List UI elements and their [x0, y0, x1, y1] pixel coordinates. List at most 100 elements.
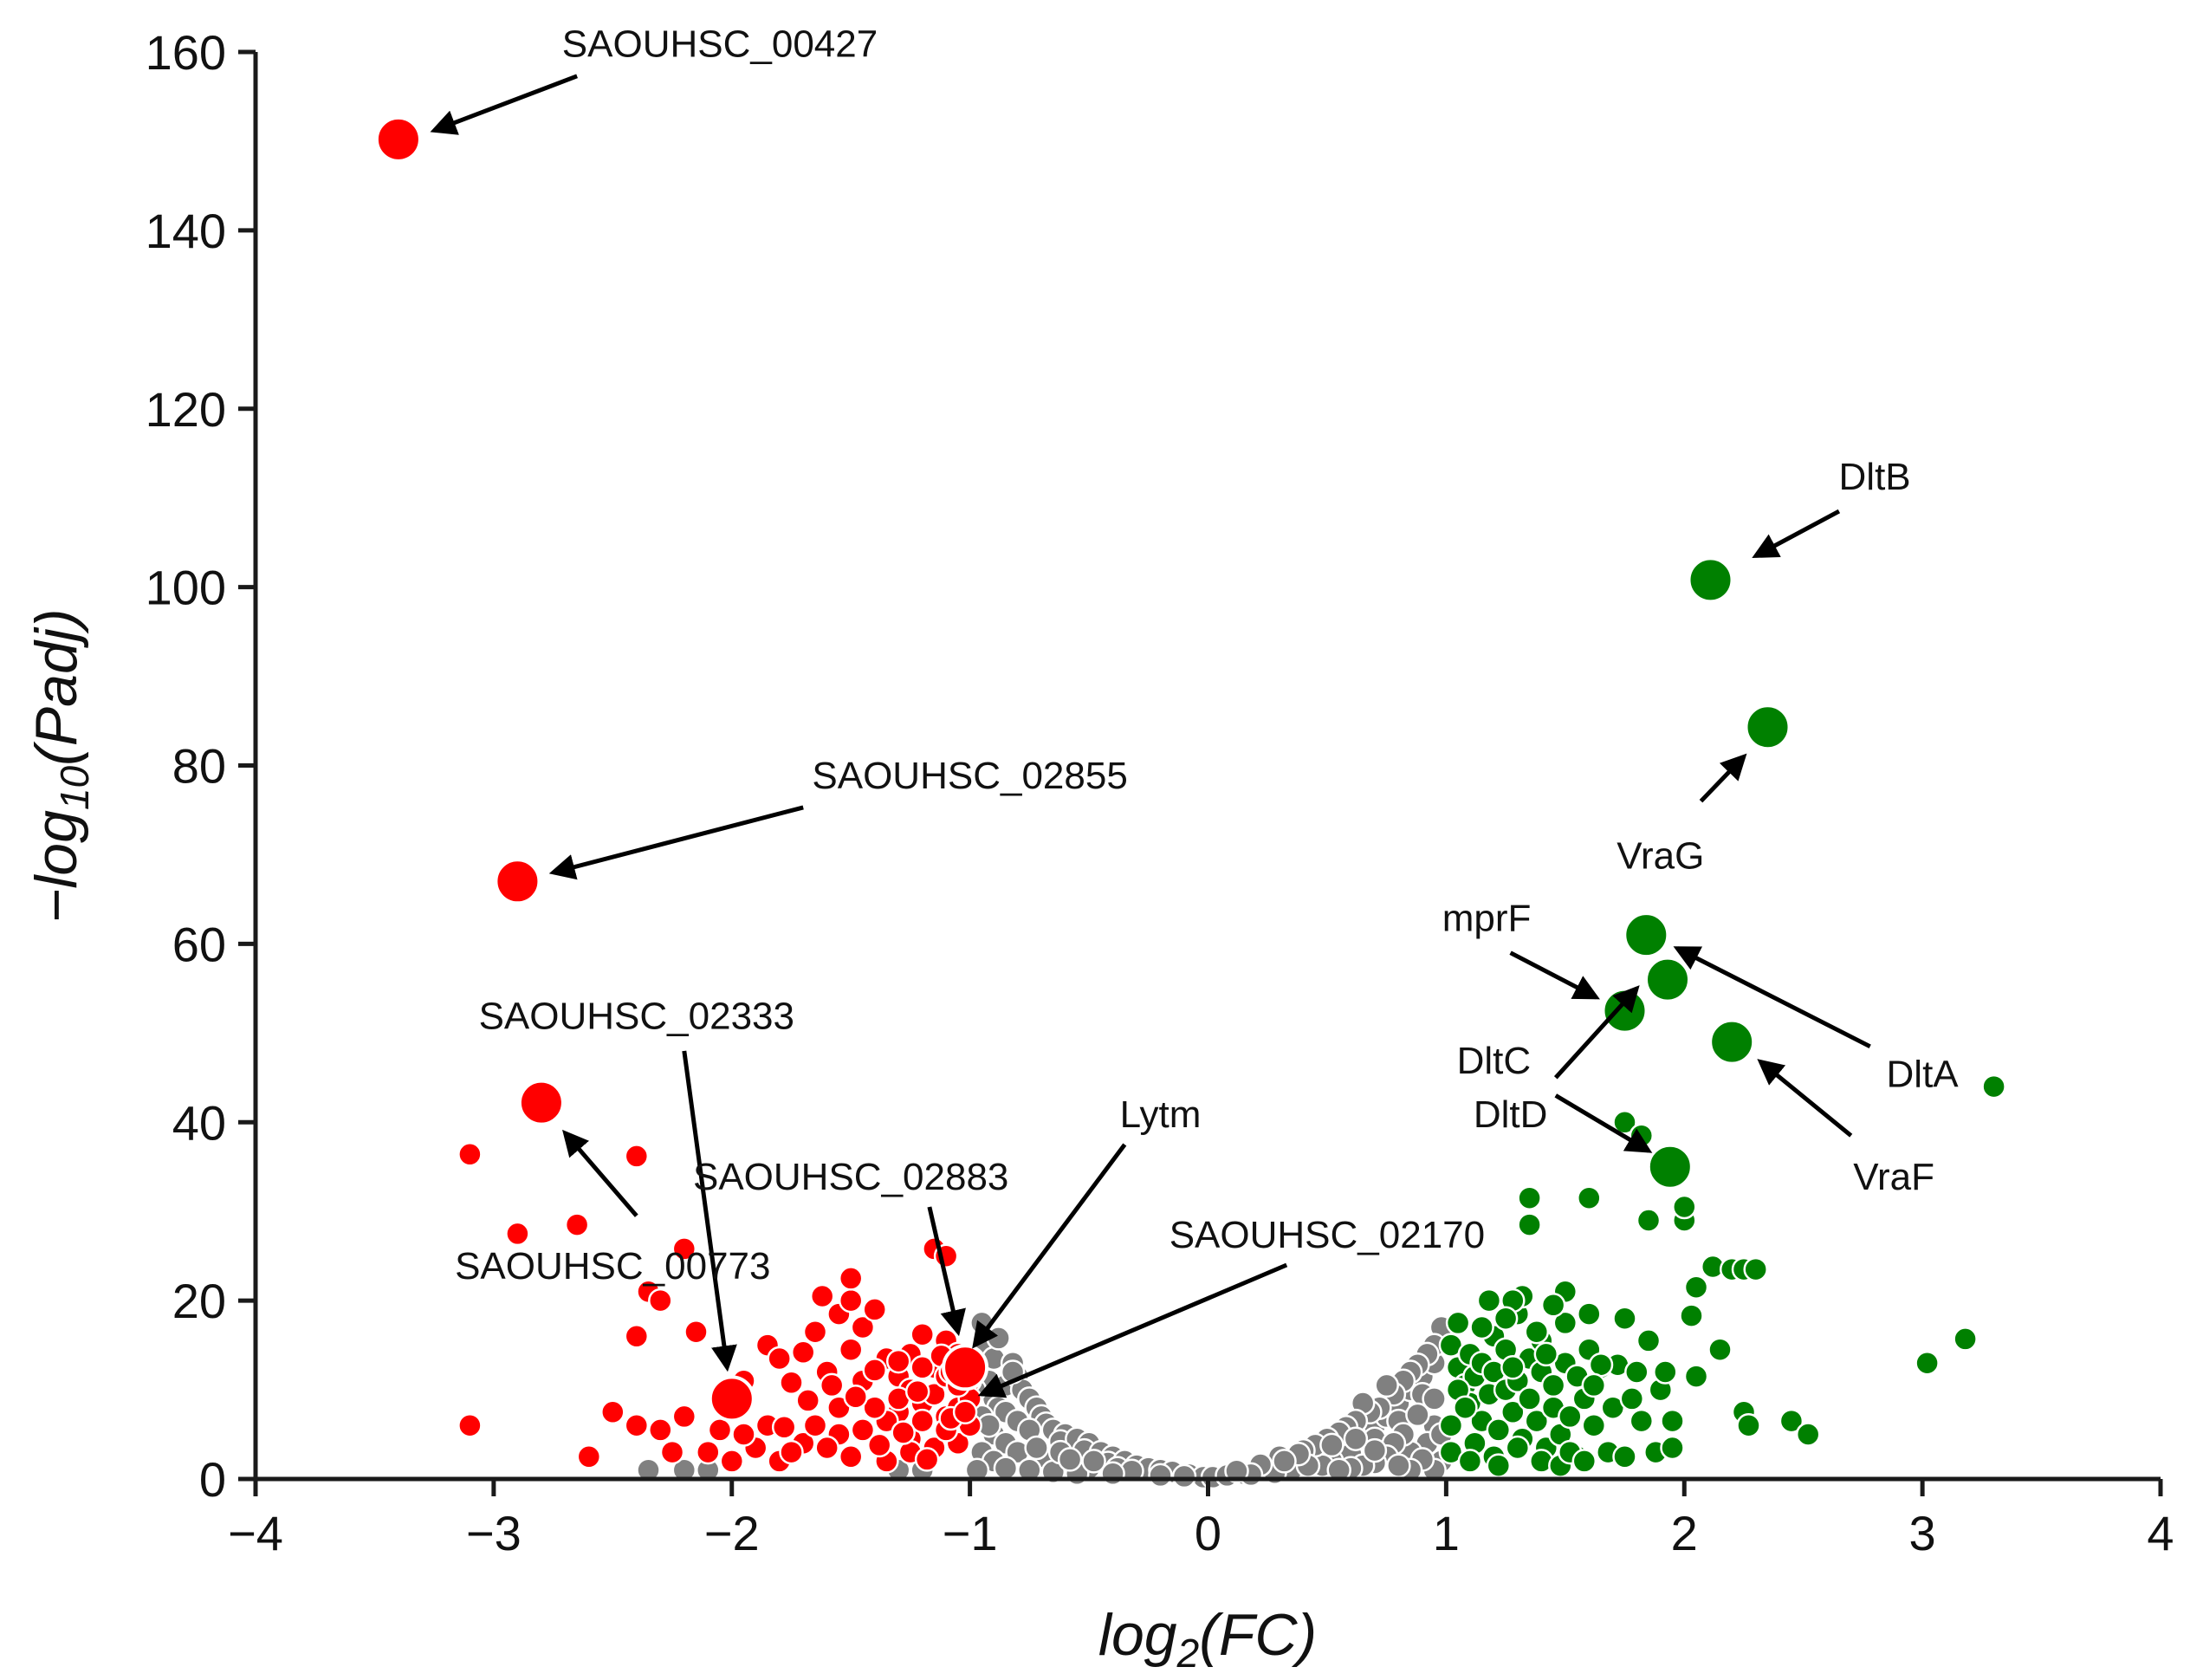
- point-up-87: [1660, 1408, 1685, 1434]
- arrow-saouhsc-02170: [977, 1262, 1288, 1398]
- annotations: SAOUHSC_00427 SAOUHSC_02855 SAOUHSC_02333 L…: [430, 23, 1960, 1398]
- point-down-7: [624, 1324, 650, 1349]
- point-ns-110: [1422, 1386, 1447, 1411]
- point-up-82: [1779, 1408, 1804, 1434]
- point-up-21: [1524, 1408, 1550, 1434]
- point-up-85: [1953, 1326, 1978, 1352]
- point-down-69: [802, 1412, 828, 1438]
- label-saouhsc-02883: SAOUHSC_02883: [693, 1156, 1008, 1198]
- point-ns-47: [986, 1326, 1011, 1351]
- point-up-79: [1679, 1303, 1704, 1328]
- point-up-30: [1558, 1404, 1583, 1430]
- point-down-20: [779, 1370, 804, 1396]
- label-saouhsc-00773: SAOUHSC_00773: [455, 1245, 770, 1288]
- x-axis-title: log2(FC): [1098, 1602, 1317, 1676]
- point-ns-52: [1024, 1435, 1049, 1461]
- point-up-1: [1445, 1310, 1471, 1336]
- arrow-saouhsc-02855: [548, 805, 804, 880]
- arrow-dlta: [1673, 946, 1871, 1049]
- point-up-15: [1500, 1399, 1526, 1425]
- point-up-29: [1552, 1310, 1578, 1336]
- point-up-12: [1486, 1417, 1512, 1443]
- point-down-2: [505, 1221, 530, 1247]
- point-ns-133: [1272, 1449, 1297, 1474]
- x-tick-label-4: 0: [1195, 1506, 1221, 1560]
- y-tick-label-6: 120: [146, 382, 226, 437]
- point-down-87: [600, 1399, 625, 1425]
- point-up-78: [1707, 1337, 1733, 1362]
- point-up-91: [1469, 1314, 1494, 1340]
- highlight-point-saouhsc-02333: [708, 1375, 755, 1423]
- point-down-25: [838, 1288, 864, 1314]
- point-up-53: [1517, 1185, 1542, 1210]
- point-down-43: [862, 1395, 887, 1420]
- label-saouhsc-02855: SAOUHSC_02855: [812, 755, 1127, 797]
- point-down-76: [862, 1358, 887, 1383]
- highlight-point-vrag: [1744, 704, 1792, 751]
- point-ns-134: [636, 1457, 661, 1482]
- arrow-lytm: [972, 1143, 1127, 1349]
- point-down-74: [809, 1283, 835, 1309]
- point-down-92: [952, 1399, 978, 1425]
- point-up-54: [1517, 1212, 1542, 1237]
- highlight-point-dltd: [1646, 1143, 1694, 1190]
- y-tick-label-8: 160: [146, 25, 226, 80]
- point-up-65: [1486, 1453, 1512, 1478]
- point-ns-109: [1224, 1458, 1249, 1483]
- arrow-saouhsc-00773: [562, 1129, 638, 1217]
- point-down-89: [838, 1337, 864, 1362]
- point-ns-129: [1343, 1426, 1369, 1451]
- point-down-0: [457, 1142, 483, 1167]
- point-ns-58: [1171, 1463, 1197, 1489]
- point-ns-60: [1148, 1463, 1173, 1489]
- point-up-63: [1457, 1449, 1483, 1474]
- arrow-saouhsc-02333: [682, 1050, 737, 1372]
- label-dltc: DltC: [1457, 1040, 1532, 1082]
- point-ns-43: [1017, 1457, 1042, 1482]
- point-up-41: [1619, 1386, 1645, 1411]
- point-ns-128: [1362, 1437, 1388, 1463]
- highlight-point-vraf: [1708, 1018, 1756, 1066]
- point-down-1: [457, 1412, 483, 1438]
- y-tick-label-5: 100: [146, 561, 226, 615]
- point-ns-127: [1386, 1453, 1411, 1478]
- point-up-89: [1571, 1449, 1597, 1474]
- x-tick-label-0: −4: [228, 1506, 283, 1560]
- x-tick-label-3: −1: [943, 1506, 998, 1560]
- point-up-99: [1683, 1364, 1709, 1389]
- point-down-55: [910, 1355, 935, 1380]
- point-down-4: [624, 1144, 650, 1169]
- point-ns-90: [1374, 1372, 1399, 1398]
- point-up-55: [1577, 1185, 1602, 1210]
- point-down-62: [910, 1408, 935, 1434]
- y-tick-label-1: 20: [172, 1274, 226, 1328]
- point-down-15: [707, 1417, 733, 1443]
- point-down-32: [910, 1321, 935, 1347]
- point-down-12: [624, 1412, 650, 1438]
- point-up-90: [1453, 1395, 1478, 1420]
- point-up-77: [1743, 1256, 1768, 1282]
- point-down-9: [684, 1319, 709, 1345]
- point-up-88: [1588, 1352, 1614, 1378]
- label-dltb: DltB: [1839, 456, 1911, 498]
- highlight-point-mprf: [1601, 987, 1649, 1035]
- point-up-35: [1581, 1412, 1607, 1438]
- point-down-10: [648, 1417, 673, 1443]
- y-tick-label-0: 0: [199, 1452, 226, 1507]
- point-ns-55: [1081, 1449, 1106, 1474]
- point-down-75: [819, 1372, 845, 1398]
- highlight-point-saouhsc-00773: [517, 1079, 565, 1126]
- point-up-47: [1660, 1435, 1685, 1461]
- label-saouhsc-02170: SAOUHSC_02170: [1170, 1214, 1485, 1256]
- x-tick-label-5: 1: [1433, 1506, 1460, 1560]
- arrow-dltb: [1752, 509, 1841, 558]
- point-up-49: [1672, 1194, 1697, 1220]
- y-tick-label-7: 140: [146, 204, 226, 258]
- point-down-82: [891, 1420, 916, 1445]
- point-down-86: [771, 1415, 797, 1440]
- highlight-point-saouhsc-00427: [374, 115, 422, 163]
- label-dlta: DltA: [1887, 1054, 1960, 1096]
- y-tick-label-2: 40: [172, 1095, 226, 1150]
